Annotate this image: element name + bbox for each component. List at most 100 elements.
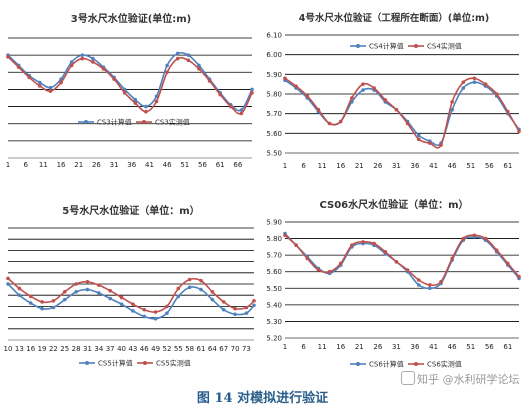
data-point <box>69 60 74 64</box>
y-tick-label: 5.30 <box>266 318 282 326</box>
data-point <box>165 311 169 315</box>
data-point <box>416 137 421 142</box>
data-point <box>252 303 256 308</box>
legend-marker <box>143 361 147 365</box>
x-tick-label: 31 <box>392 162 401 170</box>
data-point <box>165 304 169 309</box>
data-point <box>294 243 298 247</box>
data-point <box>16 65 21 69</box>
data-point <box>85 279 90 284</box>
legend-marker <box>414 362 418 366</box>
x-tick-label: 46 <box>448 343 457 351</box>
data-point <box>38 84 42 88</box>
x-tick-label: 46 <box>140 345 149 353</box>
x-tick-label: 51 <box>466 343 475 351</box>
watermark: 知乎 @水利研学论坛 <box>401 371 520 387</box>
x-tick-label: 16 <box>336 343 345 351</box>
data-point <box>85 287 90 292</box>
data-point <box>133 97 138 102</box>
data-point <box>48 89 53 93</box>
x-tick-label: 1 <box>283 343 287 351</box>
data-point <box>131 309 135 313</box>
data-point <box>338 261 343 266</box>
chart-svg: 5.205.305.405.505.605.705.805.901 6 11 16 21… <box>266 219 521 369</box>
y-tick-label: 6.00 <box>266 51 282 59</box>
data-point <box>28 301 33 305</box>
chart-title: 4号水尺水位验证（工程所在断面）(单位:m) <box>298 13 490 24</box>
data-point <box>494 248 499 252</box>
data-point <box>517 274 521 279</box>
data-point <box>17 286 22 291</box>
data-point <box>119 302 124 306</box>
data-point <box>91 60 95 64</box>
data-point <box>186 53 191 57</box>
data-point <box>506 261 510 266</box>
x-tick-label: 66 <box>233 161 242 169</box>
y-tick-label: 5.50 <box>266 150 282 158</box>
data-point <box>327 269 332 274</box>
data-point <box>305 94 310 98</box>
y-tick-label: 5.70 <box>266 110 282 118</box>
x-tick-label: 1 <box>6 161 10 169</box>
data-point <box>383 98 388 102</box>
chart-cs3: 3号水尺水位验证(单位:m) 1 6 11 16 21 26 31 36 41 46 51 56 61 6… <box>0 0 262 190</box>
x-tick-label: 56 <box>198 161 207 169</box>
chart-title: CS06水尺水位验证（单位：m） <box>319 200 469 211</box>
data-point <box>48 85 53 90</box>
data-point <box>122 91 127 95</box>
data-point <box>133 101 138 105</box>
data-point <box>17 293 22 297</box>
data-point <box>91 56 95 61</box>
data-point <box>405 268 410 272</box>
data-point <box>228 104 233 109</box>
data-point <box>461 80 466 84</box>
data-point <box>51 305 56 310</box>
x-tick-label: 55 <box>174 345 183 353</box>
data-point <box>80 53 85 57</box>
x-tick-label: 31 <box>110 161 119 169</box>
data-point <box>176 286 181 291</box>
x-tick-label: 61 <box>503 162 512 170</box>
legend-label: CS6实测值 <box>427 360 462 369</box>
data-point <box>187 277 192 282</box>
x-tick-label: 21 <box>355 343 364 351</box>
data-point <box>450 100 454 104</box>
legend-label: CS6计算值 <box>369 360 404 369</box>
series-line <box>7 283 255 320</box>
x-tick-label: 26 <box>373 343 382 351</box>
data-point <box>338 119 343 124</box>
data-point <box>101 67 106 71</box>
x-tick-label: 31 <box>392 343 401 351</box>
data-point <box>221 300 226 304</box>
x-tick-label: 25 <box>60 345 69 353</box>
data-point <box>472 233 477 238</box>
data-point <box>97 283 101 287</box>
legend-marker <box>84 120 88 124</box>
data-point <box>6 276 10 281</box>
data-point <box>62 297 67 302</box>
data-point <box>494 92 499 96</box>
data-point <box>28 294 33 299</box>
data-point <box>199 278 203 283</box>
data-point <box>199 287 203 292</box>
y-tick-label: 5.60 <box>266 268 282 276</box>
data-point <box>250 91 254 95</box>
x-tick-label: 56 <box>485 162 494 170</box>
data-point <box>416 278 421 282</box>
data-point <box>142 307 147 312</box>
legend-label: CS4计算值 <box>369 42 404 51</box>
x-tick-label: 16 <box>26 345 35 353</box>
data-point <box>372 241 376 246</box>
data-point <box>239 108 244 112</box>
x-tick-label: 37 <box>106 345 115 353</box>
x-tick-label: 13 <box>15 345 24 353</box>
data-point <box>283 233 287 238</box>
x-tick-label: 36 <box>411 343 420 351</box>
legend-label: CS3计算值 <box>97 118 132 127</box>
data-point <box>131 302 135 306</box>
data-point <box>59 80 63 85</box>
legend-marker <box>142 120 146 124</box>
data-point <box>69 63 74 68</box>
data-point <box>439 143 443 147</box>
